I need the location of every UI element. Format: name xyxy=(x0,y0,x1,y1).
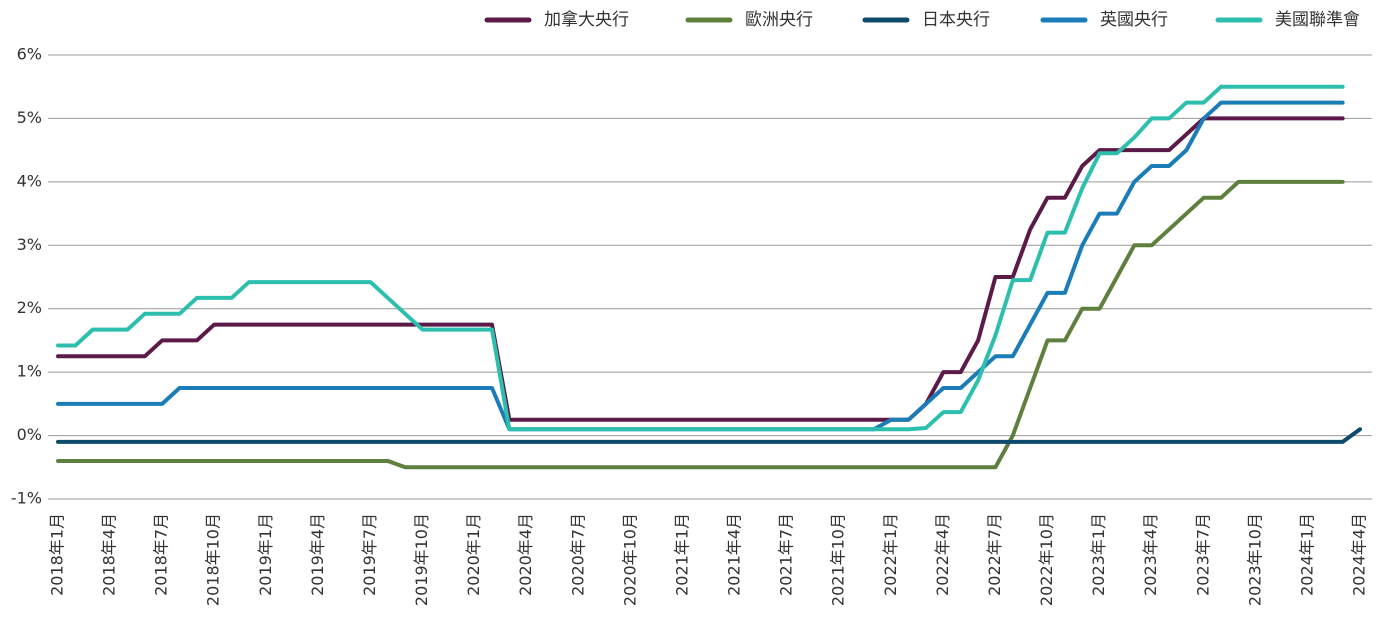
x-tick-label: 2019年7月 xyxy=(360,513,379,596)
legend-label: 加拿大央行 xyxy=(544,9,629,30)
y-tick-label: -1% xyxy=(11,489,42,508)
legend-label: 日本央行 xyxy=(922,10,990,30)
series-line xyxy=(56,427,1362,444)
x-tick-label: 2023年4月 xyxy=(1141,513,1160,596)
y-tick-label: 3% xyxy=(17,235,42,254)
y-tick-label: 0% xyxy=(17,425,42,444)
x-tick-label: 2024年4月 xyxy=(1350,513,1369,596)
x-tick-label: 2024年1月 xyxy=(1297,513,1316,596)
series-line xyxy=(56,116,1345,422)
x-tick-label: 2019年10月 xyxy=(412,513,431,606)
y-tick-label: 5% xyxy=(17,108,42,127)
x-tick-label: 2022年1月 xyxy=(881,513,900,596)
x-tick-label: 2019年4月 xyxy=(308,513,327,596)
x-tick-label: 2023年7月 xyxy=(1193,513,1212,596)
x-tick-label: 2019年1月 xyxy=(256,513,275,596)
y-tick-label: 6% xyxy=(17,45,42,64)
x-tick-label: 2018年4月 xyxy=(100,513,119,596)
x-tick-label: 2018年1月 xyxy=(48,513,67,596)
x-tick-label: 2021年4月 xyxy=(725,513,744,596)
x-tick-label: 2023年1月 xyxy=(1089,513,1108,596)
x-tick-label: 2022年10月 xyxy=(1037,513,1056,606)
y-tick-label: 4% xyxy=(17,171,42,190)
x-tick-label: 2018年7月 xyxy=(152,513,171,596)
x-tick-label: 2022年4月 xyxy=(933,513,952,596)
x-tick-label: 2023年10月 xyxy=(1245,513,1264,606)
legend-label: 英國央行 xyxy=(1100,10,1168,30)
x-tick-label: 2021年10月 xyxy=(829,513,848,606)
x-tick-label: 2020年10月 xyxy=(620,513,639,606)
series-line xyxy=(56,84,1345,432)
x-tick-label: 2021年7月 xyxy=(777,513,796,596)
x-tick-label: 2018年10月 xyxy=(204,513,223,606)
x-tick-label: 2020年7月 xyxy=(568,513,587,596)
x-tick-label: 2020年4月 xyxy=(516,513,535,596)
y-tick-label: 2% xyxy=(17,298,42,317)
x-tick-label: 2020年1月 xyxy=(464,513,483,596)
legend-label: 歐洲央行 xyxy=(745,10,813,30)
legend-label: 美國聯準會 xyxy=(1275,10,1360,30)
y-tick-label: 1% xyxy=(17,362,42,381)
x-tick-label: 2022年7月 xyxy=(985,513,1004,596)
series-line xyxy=(56,179,1345,470)
x-tick-label: 2021年1月 xyxy=(672,513,691,596)
